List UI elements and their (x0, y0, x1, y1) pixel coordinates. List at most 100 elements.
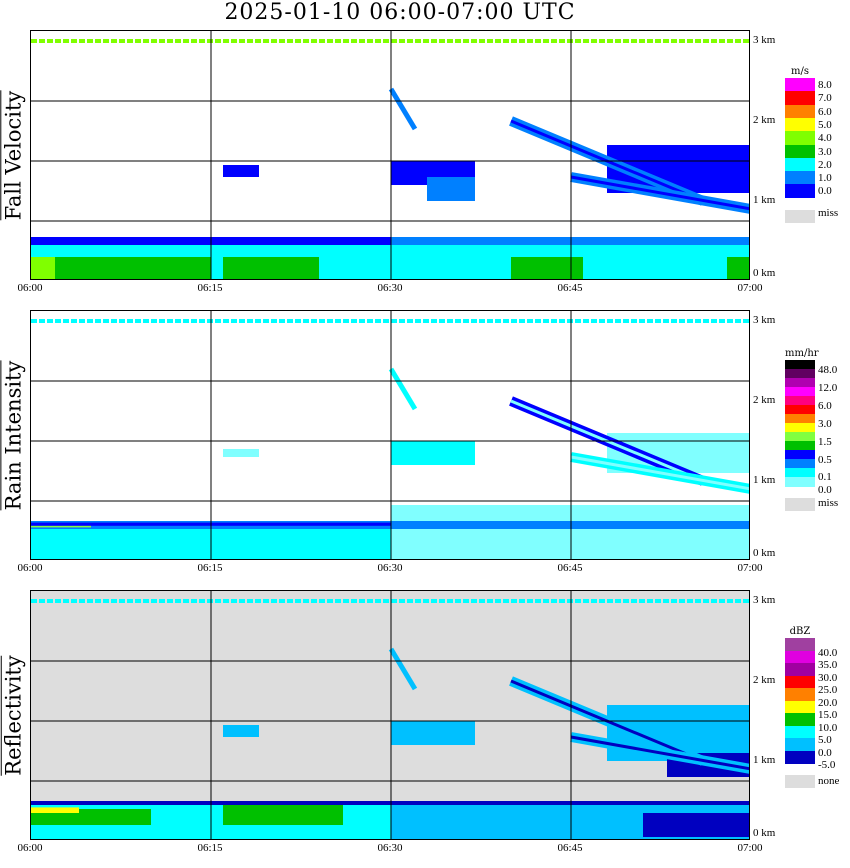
echo-region (31, 807, 79, 813)
x-tick-label: 06:45 (557, 282, 583, 294)
legend-level-label: 3.0 (818, 145, 832, 158)
x-tick-label: 06:00 (17, 282, 43, 294)
legend-color-band (785, 650, 815, 664)
y-tick-label: 2 km (753, 674, 776, 686)
legend-missing-label: miss (818, 497, 839, 509)
echo-region (31, 257, 211, 279)
x-tick-label: 06:30 (377, 842, 403, 854)
echo-region (391, 721, 475, 745)
x-tick-label: 06:15 (197, 562, 223, 574)
legend-missing-swatch (785, 498, 815, 511)
y-tick-label: 0 km (753, 827, 776, 839)
legend-color-band (785, 117, 815, 132)
y-tick-label: 0 km (753, 267, 776, 279)
x-tick-label: 07:00 (737, 562, 763, 574)
echo-region (391, 441, 475, 465)
legend-unit: dBZ (789, 626, 811, 637)
legend-level-label: 0.0 (818, 746, 832, 759)
echo-region (643, 813, 749, 837)
legend-level-label: 6.0 (818, 400, 832, 412)
legend-color-band (785, 414, 815, 424)
echo-streak (388, 647, 418, 691)
legend-level-label: 1.0 (818, 172, 832, 185)
legend-level-label: 4.0 (818, 132, 832, 145)
echo-region (391, 237, 749, 245)
legend-level-label: 1.5 (818, 436, 832, 448)
legend-missing-swatch (785, 209, 815, 223)
x-tick-label: 06:45 (557, 842, 583, 854)
echo-region (31, 524, 91, 528)
x-tick-label: 06:00 (17, 842, 43, 854)
legend-color-band (785, 104, 815, 119)
x-tick-label: 06:15 (197, 282, 223, 294)
plot-area (31, 311, 749, 559)
legend-missing-label: miss (818, 206, 839, 219)
x-tick-label: 06:00 (17, 562, 43, 574)
echo-region (223, 257, 319, 279)
plot-area (31, 591, 749, 839)
legend-color-band (785, 700, 815, 714)
legend-color-band (785, 144, 815, 159)
y-tick-label: 3 km (753, 314, 776, 326)
y-tick-label: 1 km (753, 474, 776, 486)
legend-level-label: 0.1 (818, 471, 832, 483)
echo-region (727, 257, 749, 279)
legend-color-band (785, 369, 815, 379)
echo-region (223, 805, 343, 825)
y-tick-label: 2 km (753, 114, 776, 126)
legend-color-band (785, 713, 815, 726)
legend-unit: m/s (791, 66, 809, 77)
legend-level-label: 3.0 (818, 418, 832, 430)
chart-title: 2025-01-10 06:00-07:00 UTC (224, 0, 576, 25)
legend-color-band (785, 688, 815, 701)
y-axis-label: Reflectivity (0, 590, 28, 840)
echo-region (31, 257, 55, 279)
legend-level-label: 8.0 (818, 79, 832, 91)
plot-area (31, 31, 749, 279)
y-tick-label: 1 km (753, 194, 776, 206)
legend-color-band (785, 405, 815, 415)
legend-level-label: 0.0 (818, 185, 832, 198)
y-tick-label: 2 km (753, 394, 776, 406)
legend-level-label: 25.0 (818, 684, 838, 696)
echo-streak (388, 367, 418, 411)
legend-level-label: 5.0 (818, 118, 832, 131)
legend-color-band (785, 441, 815, 451)
legend-color-band (785, 91, 815, 106)
legend-color-band (785, 638, 815, 651)
legend-color-band (785, 663, 815, 676)
echo-streak-core (570, 735, 749, 771)
legend-color-band (785, 157, 815, 172)
legend-level-label: 20.0 (818, 696, 838, 709)
echo-streak-core (570, 175, 749, 211)
legend-color-band (785, 396, 815, 406)
x-tick-label: 07:00 (737, 842, 763, 854)
x-tick-label: 06:45 (557, 562, 583, 574)
legend-color-band (785, 131, 815, 145)
legend-level-label: 0.0 (818, 484, 832, 496)
legend-color-band (785, 360, 815, 370)
legend-level-label: 15.0 (818, 709, 838, 721)
echo-streak (388, 87, 418, 131)
legend-level-label: 10.0 (818, 721, 838, 734)
echo-streak-core (570, 455, 749, 491)
x-tick-label: 06:15 (197, 842, 223, 854)
legend-color-band (785, 468, 815, 478)
legend-color-band (785, 738, 815, 751)
legend-color-band (785, 78, 815, 92)
y-tick-label: 0 km (753, 547, 776, 559)
x-tick-label: 07:00 (737, 282, 763, 294)
legend-unit: mm/hr (785, 348, 819, 359)
y-axis-label-text: Fall Velocity (0, 90, 26, 220)
echo-region (31, 237, 749, 245)
legend-missing-label: none (818, 775, 840, 787)
y-axis-label: Fall Velocity (0, 30, 28, 280)
legend-color-band (785, 387, 815, 397)
panel-reflectivity (30, 590, 750, 840)
echo-region (511, 257, 583, 279)
y-tick-label: 1 km (753, 754, 776, 766)
legend-missing-swatch (785, 775, 815, 788)
panel-fall-velocity (30, 30, 750, 280)
legend-level-label: 0.5 (818, 454, 832, 466)
legend-color-band (785, 725, 815, 739)
